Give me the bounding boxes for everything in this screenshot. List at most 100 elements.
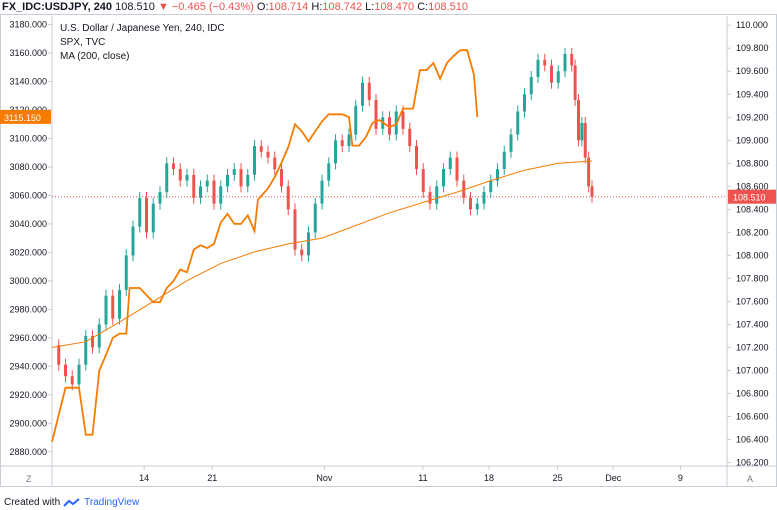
candle-body	[97, 324, 101, 348]
candle-body	[469, 197, 472, 210]
candle-body	[587, 157, 591, 187]
low-value: 108.470	[374, 1, 415, 13]
open-value: 108.714	[268, 1, 309, 13]
time-tick-label: 21	[207, 473, 217, 483]
left-last-price-label: 3115.150	[4, 113, 41, 123]
candle-body	[408, 128, 412, 147]
legend-ma[interactable]: MA (200, close)	[60, 51, 130, 62]
candle-body	[340, 140, 344, 147]
left-tick-label: 3060.000	[9, 190, 47, 200]
candle-body	[91, 335, 94, 348]
candle-body	[266, 151, 270, 158]
open-label: O:	[256, 1, 269, 13]
right-tick-label: 108.000	[736, 250, 769, 260]
right-last-price-label: 108.510	[733, 193, 766, 203]
left-tick-label: 3160.000	[9, 48, 47, 58]
candle-body	[239, 169, 243, 187]
candle-body	[293, 209, 297, 250]
right-tick-label: 107.000	[736, 365, 769, 375]
high-value: 108.742	[322, 1, 363, 13]
candle-body	[313, 203, 317, 233]
left-tick-label: 2920.000	[9, 390, 47, 400]
tradingview-logo-icon	[63, 497, 80, 507]
candle-body	[415, 146, 418, 170]
candle-body	[550, 65, 553, 83]
right-tick-label: 109.000	[736, 135, 769, 145]
right-tick-label: 108.400	[736, 204, 769, 214]
time-tick-label: 9	[678, 473, 683, 483]
candle-body	[475, 203, 479, 210]
candle-body	[563, 53, 567, 72]
candle-body	[401, 111, 405, 129]
left-scale-button[interactable]: Z	[26, 474, 32, 484]
candle-body	[246, 174, 250, 187]
right-tick-label: 107.600	[736, 296, 769, 306]
last-price: 108.510	[115, 1, 155, 13]
candle-body	[178, 169, 182, 181]
candle-body	[212, 180, 216, 204]
candle-body	[172, 163, 175, 170]
candle-body	[536, 59, 540, 77]
right-tick-label: 108.600	[736, 181, 769, 191]
candle-body	[590, 186, 594, 197]
footer-prefix: Created with	[4, 497, 61, 508]
candle-body	[280, 169, 283, 187]
candle-body	[145, 197, 148, 233]
spx-line	[51, 49, 479, 443]
symbol-name[interactable]: FX_IDC:USDJPY, 240	[2, 1, 113, 13]
legend-spx[interactable]: SPX, TVC	[60, 37, 106, 48]
candle-body	[580, 123, 584, 141]
price-change: ▼ −0.465 (−0.43%)	[157, 1, 254, 13]
right-tick-label: 109.400	[736, 89, 769, 99]
candle-body	[482, 192, 486, 204]
candle-body	[138, 197, 142, 227]
right-tick-label: 107.200	[736, 342, 769, 352]
left-tick-label: 3040.000	[9, 219, 47, 229]
candle-body	[205, 180, 209, 187]
candle-body	[354, 105, 358, 135]
candle-body	[556, 71, 560, 83]
time-tick-label: Nov	[316, 473, 333, 483]
left-tick-label: 2940.000	[9, 361, 47, 371]
footer-brand[interactable]: TradingView	[84, 497, 140, 508]
right-tick-label: 109.800	[736, 43, 769, 53]
candle-body	[489, 180, 493, 193]
candle-body	[307, 232, 310, 256]
candle-body	[496, 169, 499, 181]
candle-body	[388, 117, 391, 135]
high-label: H:	[311, 1, 323, 13]
symbol-header: FX_IDC:USDJPY, 240 108.510 ▼ −0.465 (−0.…	[0, 0, 777, 14]
auto-scale-button[interactable]: A	[747, 474, 754, 484]
right-tick-label: 109.600	[736, 66, 769, 76]
time-tick-label: 18	[484, 473, 494, 483]
candle-body	[111, 295, 115, 319]
candle-body	[462, 180, 466, 198]
candle-body	[573, 65, 577, 101]
candle-body	[367, 82, 371, 101]
candle-body	[64, 364, 67, 377]
candle-body	[219, 186, 223, 204]
left-tick-label: 3020.000	[9, 247, 47, 257]
ma-line	[51, 160, 593, 348]
right-tick-label: 110.000	[736, 20, 768, 30]
candle-body	[516, 111, 520, 135]
candle-body	[57, 345, 61, 365]
candle-body	[124, 255, 128, 290]
left-tick-label: 3080.000	[9, 162, 47, 172]
right-tick-label: 106.400	[736, 435, 769, 445]
candle-body	[151, 203, 155, 233]
left-tick-label: 3000.000	[9, 276, 47, 286]
left-tick-label: 2960.000	[9, 333, 47, 343]
candle-body	[77, 364, 81, 385]
left-tick-label: 3100.000	[9, 133, 47, 143]
legend-main-series[interactable]: U.S. Dollar / Japanese Yen, 240, IDC	[60, 23, 225, 34]
right-tick-label: 107.800	[736, 273, 769, 283]
candle-body	[502, 151, 506, 170]
candle-body	[226, 174, 229, 187]
footer: Created with TradingView	[4, 497, 139, 508]
candle-body	[347, 134, 351, 147]
candle-body	[192, 174, 196, 198]
right-tick-label: 108.200	[736, 227, 769, 237]
candle-body	[104, 295, 108, 325]
